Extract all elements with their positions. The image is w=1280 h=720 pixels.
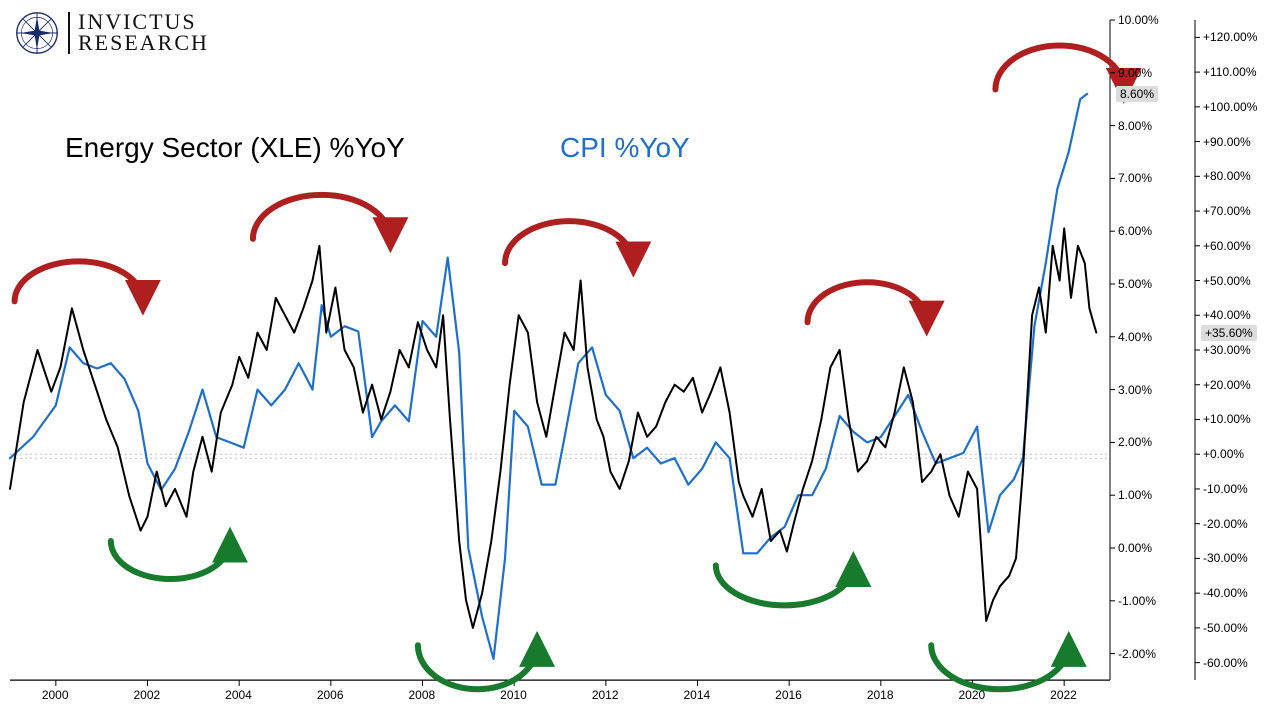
left-axis-tick: 5.00% <box>1118 277 1152 291</box>
right-axis-tick: +50.00% <box>1203 274 1251 288</box>
left-axis-tick: 3.00% <box>1118 383 1152 397</box>
x-axis-tick: 2010 <box>500 688 527 702</box>
right-axis-tick: +40.00% <box>1203 308 1251 322</box>
left-axis-tick: 9.00% <box>1118 66 1152 80</box>
cpi-last-value-chip: 8.60% <box>1116 86 1158 102</box>
right-axis-tick: +90.00% <box>1203 135 1251 149</box>
right-axis-tick: -20.00% <box>1203 517 1248 531</box>
right-axis-tick: +10.00% <box>1203 412 1251 426</box>
right-axis-tick: +120.00% <box>1203 30 1257 44</box>
x-axis-tick: 2018 <box>867 688 894 702</box>
right-axis-tick: -40.00% <box>1203 586 1248 600</box>
x-axis-tick: 2004 <box>225 688 252 702</box>
right-axis-tick: -10.00% <box>1203 482 1248 496</box>
right-axis-tick: +100.00% <box>1203 100 1257 114</box>
x-axis-tick: 2016 <box>775 688 802 702</box>
x-axis-tick: 2000 <box>42 688 69 702</box>
x-axis-tick: 2022 <box>1050 688 1077 702</box>
right-axis-tick: +60.00% <box>1203 239 1251 253</box>
left-axis-tick: -2.00% <box>1118 647 1156 661</box>
right-axis-tick: +30.00% <box>1203 343 1251 357</box>
x-axis-tick: 2014 <box>684 688 711 702</box>
left-axis-tick: 1.00% <box>1118 488 1152 502</box>
left-axis-tick: 2.00% <box>1118 435 1152 449</box>
x-axis-tick: 2020 <box>959 688 986 702</box>
x-axis-tick: 2002 <box>134 688 161 702</box>
x-axis-tick: 2012 <box>592 688 619 702</box>
right-axis-tick: +20.00% <box>1203 378 1251 392</box>
left-axis-tick: 0.00% <box>1118 541 1152 555</box>
x-axis-tick: 2008 <box>409 688 436 702</box>
left-axis-tick: 6.00% <box>1118 224 1152 238</box>
right-axis-tick: +110.00% <box>1203 65 1257 79</box>
left-axis-tick: 8.00% <box>1118 119 1152 133</box>
right-axis-tick: +80.00% <box>1203 169 1251 183</box>
right-axis-tick: -50.00% <box>1203 621 1248 635</box>
left-axis-tick: 4.00% <box>1118 330 1152 344</box>
left-axis-tick: -1.00% <box>1118 594 1156 608</box>
right-axis-tick: +0.00% <box>1203 447 1244 461</box>
right-axis-tick: +70.00% <box>1203 204 1251 218</box>
left-axis-tick: 7.00% <box>1118 171 1152 185</box>
right-axis-tick: -60.00% <box>1203 656 1248 670</box>
right-axis-tick: -30.00% <box>1203 551 1248 565</box>
x-axis-tick: 2006 <box>317 688 344 702</box>
xle-last-value-chip: +35.60% <box>1201 325 1257 341</box>
left-axis-tick: 10.00% <box>1118 13 1159 27</box>
chart <box>0 0 1280 720</box>
